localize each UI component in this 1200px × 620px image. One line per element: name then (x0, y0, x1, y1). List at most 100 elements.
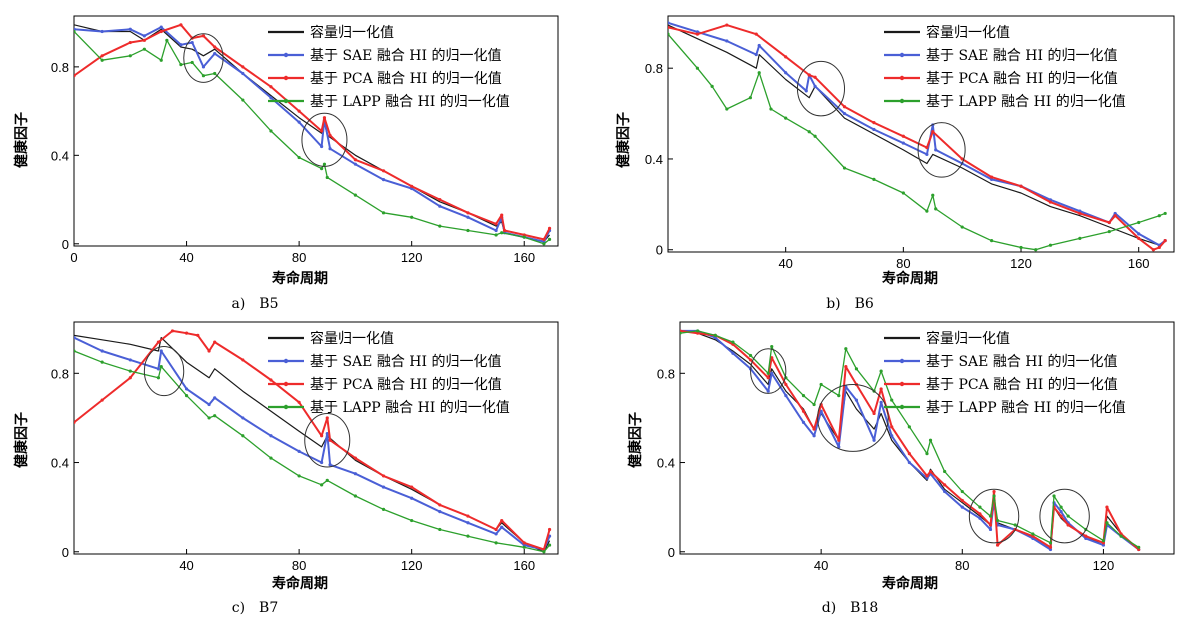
series-point (241, 434, 245, 438)
series-point (879, 369, 883, 373)
series-point (241, 65, 245, 69)
series-point (320, 129, 324, 133)
series-point (410, 518, 414, 523)
legend-marker (899, 98, 905, 104)
series-point (128, 27, 132, 31)
series-point (978, 505, 982, 509)
legend-marker (899, 52, 905, 58)
series-point (142, 47, 146, 51)
series-point (156, 340, 161, 344)
series-point (1066, 514, 1070, 518)
y-axis-label: 健康因子 (13, 112, 30, 168)
series-point (269, 129, 273, 133)
series-point (812, 427, 816, 431)
series-point (931, 130, 935, 134)
series-point (872, 121, 876, 125)
series-point (381, 485, 386, 489)
series-point (925, 146, 929, 150)
series-line-1 (680, 330, 1140, 550)
series-point (190, 60, 194, 65)
series-point (766, 376, 770, 380)
series-point (725, 23, 729, 27)
series-point (547, 543, 552, 547)
series-point (988, 523, 993, 527)
series-point (990, 175, 994, 179)
series-point (943, 489, 947, 494)
series-point (1034, 248, 1038, 252)
annotation-circle (301, 112, 348, 167)
series-point (320, 434, 324, 438)
series-point (438, 197, 442, 202)
series-point (322, 162, 327, 166)
series-point (269, 378, 273, 382)
series-point (842, 111, 847, 116)
y-tick-label: 0.8 (657, 366, 675, 381)
series-point (165, 38, 169, 42)
series-point (872, 411, 876, 416)
legend-label: 基于 SAE 融合 HI 的归一化值 (926, 353, 1117, 370)
series-point (1048, 200, 1053, 204)
series-point (872, 438, 876, 442)
series-point (1101, 539, 1106, 543)
series-point (960, 498, 964, 503)
series-point (328, 463, 332, 467)
series-point (159, 58, 163, 62)
series-point (522, 541, 526, 545)
series-point (1105, 505, 1109, 509)
series-point (410, 496, 414, 500)
series-point (502, 228, 507, 233)
chart-caption: c) B7 (232, 600, 279, 616)
series-point (854, 367, 859, 371)
x-tick-label: 120 (401, 558, 423, 573)
series-point (241, 98, 245, 102)
series-point (1052, 494, 1056, 498)
series-point (872, 127, 876, 132)
y-axis-label: 健康因子 (615, 112, 632, 168)
series-point (990, 239, 994, 243)
series-point (410, 184, 414, 188)
series-point (128, 54, 132, 58)
series-point (547, 527, 552, 532)
series-point (901, 191, 905, 195)
legend-marker (283, 381, 289, 387)
series-point (297, 155, 301, 160)
series-point (128, 40, 132, 45)
series-point (297, 120, 301, 124)
series-point (207, 416, 211, 420)
series-point (353, 158, 357, 162)
series-point (1163, 211, 1167, 216)
series-point (784, 71, 788, 75)
legend-label: 基于 PCA 融合 HI 的归一化值 (310, 376, 502, 393)
series-point (801, 394, 806, 398)
annotation-circle (1039, 488, 1090, 544)
series-point (179, 63, 183, 67)
series-point (890, 434, 894, 438)
series-point (201, 34, 206, 38)
series-point (854, 398, 859, 402)
series-point (196, 333, 200, 337)
series-point (995, 543, 1000, 547)
chart-caption: a) B5 (231, 296, 278, 312)
series-line-1 (668, 24, 1166, 246)
series-point (844, 347, 848, 351)
series-point (213, 396, 217, 400)
series-point (1078, 211, 1082, 216)
series-point (201, 65, 206, 69)
series-point (1031, 534, 1035, 538)
series-line-4 (74, 31, 550, 245)
series-point (770, 344, 774, 349)
series-point (960, 157, 964, 161)
y-tick-label: 0 (656, 243, 663, 258)
series-point (812, 434, 816, 438)
series-point (872, 177, 876, 181)
series-point (325, 175, 329, 180)
series-point (100, 29, 104, 34)
series-point (990, 177, 994, 181)
series-point (100, 349, 104, 353)
series-point (696, 329, 700, 333)
series-point (757, 43, 761, 48)
x-tick-label: 160 (513, 250, 535, 265)
series-point (907, 460, 911, 465)
series-point (1151, 248, 1156, 252)
